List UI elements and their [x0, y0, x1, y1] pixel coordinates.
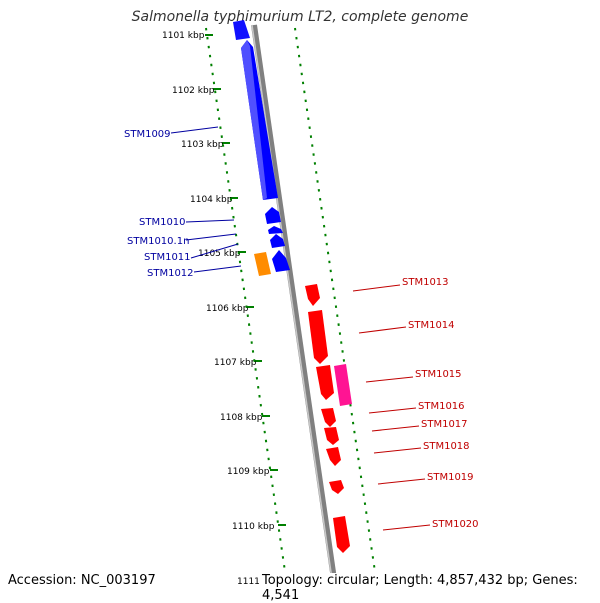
gene-box-stm1015-pink: [334, 364, 352, 406]
gene-arrow-stm1019: [329, 480, 344, 494]
gene-label-stm1009: STM1009: [124, 129, 171, 140]
kbp-label: 1106 kbp: [206, 304, 249, 314]
gene-label-stm1017: STM1017: [421, 419, 468, 430]
leader-line: [372, 426, 419, 431]
kbp-label: 1108 kbp: [220, 413, 263, 423]
leader-line: [186, 220, 234, 222]
leader-line: [374, 448, 421, 453]
right-gene-labels: STM1013 STM1014 STM1015 STM1016 STM1017 …: [402, 277, 479, 530]
leader-line: [353, 285, 400, 291]
gene-arrow-stm1020: [333, 516, 350, 553]
kbp-label: 1110 kbp: [232, 522, 275, 532]
kbp-label: 1101 kbp: [162, 31, 205, 41]
leader-line: [171, 127, 218, 133]
left-gene-labels: STM1009 STM1010 STM1010.1n STM1011 STM10…: [124, 129, 194, 279]
gene-label-stm1020: STM1020: [432, 519, 479, 530]
kbp-label: 1109 kbp: [227, 467, 270, 477]
leader-line: [366, 377, 413, 382]
leader-line: [359, 327, 406, 333]
gene-label-stm1014: STM1014: [408, 320, 455, 331]
gene-box-stm1012-orange: [254, 252, 271, 276]
gene-label-stm1011: STM1011: [144, 252, 191, 263]
gene-arrow-stm1017: [324, 427, 339, 445]
gene-label-stm1015: STM1015: [415, 369, 462, 380]
leader-line: [186, 234, 236, 240]
accession-text: Accession: NC_003197: [8, 573, 156, 588]
gene-arrow-stm1018: [326, 447, 341, 466]
kbp-label-partial: 1111: [237, 577, 260, 587]
gene-arrow-stm1015: [316, 365, 334, 400]
genome-backbone: [254, 25, 337, 600]
right-dotted-rail: [295, 28, 378, 594]
gene-label-stm1010: STM1010: [139, 217, 186, 228]
leader-line: [194, 266, 241, 272]
gene-arrow-stm1009: [233, 20, 250, 40]
gene-label-stm1010-1n: STM1010.1n: [127, 236, 189, 247]
leader-line: [378, 479, 425, 484]
kbp-label: 1104 kbp: [190, 195, 233, 205]
leader-line: [383, 525, 430, 530]
gene-arrow-stm1014: [308, 310, 328, 364]
kbp-label: 1107 kbp: [214, 358, 257, 368]
gene-label-stm1019: STM1019: [427, 472, 474, 483]
kbp-label: 1102 kbp: [172, 86, 215, 96]
gene-label-stm1016: STM1016: [418, 401, 465, 412]
kbp-label: 1103 kbp: [181, 140, 224, 150]
leader-line: [369, 408, 416, 413]
gene-label-stm1012: STM1012: [147, 268, 194, 279]
gene-arrow-stm1016: [321, 408, 336, 427]
genome-backbone-highlight: [252, 25, 335, 600]
gene-label-stm1018: STM1018: [423, 441, 470, 452]
gene-label-stm1013: STM1013: [402, 277, 449, 288]
gene-arrow-stm1013: [305, 284, 320, 306]
genome-summary-text: Topology: circular; Length: 4,857,432 bp…: [262, 573, 600, 603]
